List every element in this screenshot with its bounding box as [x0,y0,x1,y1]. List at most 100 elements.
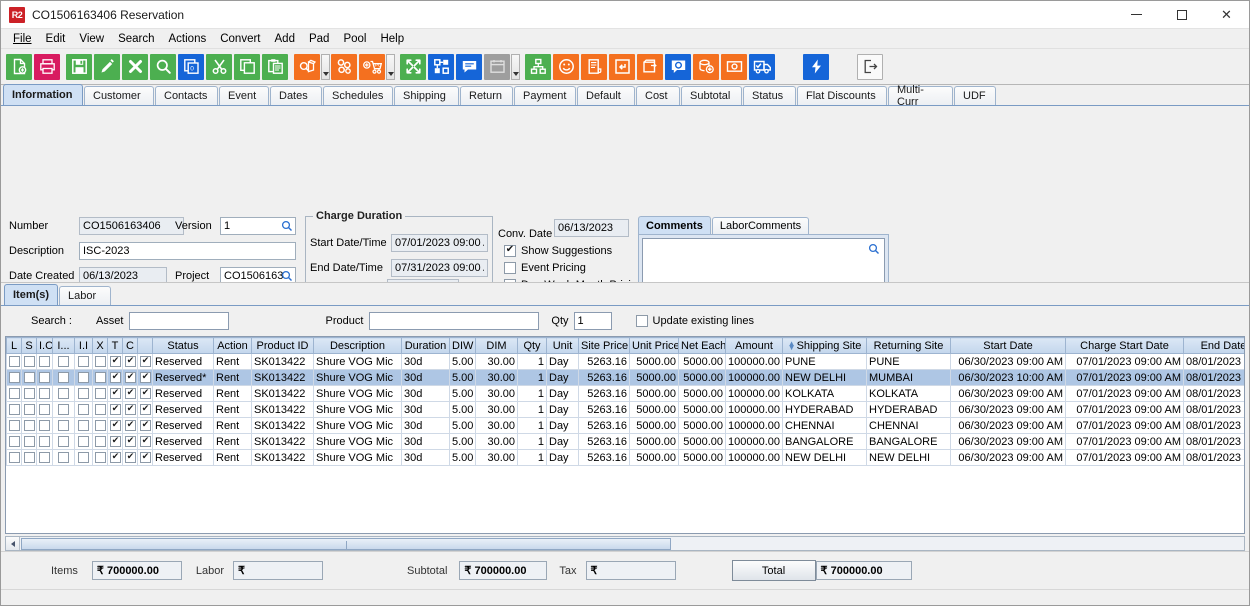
row-checkbox-cell-3[interactable] [52,449,75,466]
cell-shipping-site[interactable]: NEW DELHI [782,369,867,386]
structure-icon[interactable] [428,53,454,80]
cell-returning-site[interactable]: NEW DELHI [866,449,951,466]
cell-dim[interactable]: 30.00 [475,369,518,386]
cell-action[interactable]: Rent [213,401,252,418]
copy-icon[interactable] [234,53,260,80]
cell-net-each[interactable]: 5000.00 [678,417,726,434]
row-checkbox-cell-4[interactable] [74,353,93,370]
row-checkbox-cell-4[interactable] [74,401,93,418]
find-item-dropdown[interactable] [321,53,330,80]
cell-qty[interactable]: 1 [517,353,547,370]
cell-amount[interactable]: 100000.00 [725,385,783,402]
payment-icon[interactable] [693,53,719,80]
row-checkbox-cell-3[interactable] [52,385,75,402]
cell-net-each[interactable]: 5000.00 [678,353,726,370]
row-checkbox-cell-8[interactable] [137,401,153,418]
cell-amount[interactable]: 100000.00 [725,353,783,370]
row-checkbox-cell-4[interactable] [74,385,93,402]
start-datetime-field[interactable]: 07/01/2023 09:00 AM [391,234,488,252]
cell-dim[interactable]: 30.00 [475,385,518,402]
col-qty[interactable]: Qty [517,337,547,354]
components-icon[interactable] [331,53,357,80]
exit-icon[interactable] [857,53,883,80]
row-checkbox-cell-8[interactable] [137,433,153,450]
cell-action[interactable]: Rent [213,353,252,370]
return-icon[interactable] [609,53,635,80]
col-amount[interactable]: Amount [725,337,783,354]
cell-dim[interactable]: 30.00 [475,433,518,450]
version-search-icon[interactable] [281,220,293,232]
row-checkbox-cell-2[interactable] [36,385,53,402]
row-checkbox-cell-6[interactable] [107,401,123,418]
cell-product-id[interactable]: SK013422 [251,433,314,450]
tab-items[interactable]: Item(s) [4,284,58,305]
row-checkbox-cell-4[interactable] [74,433,93,450]
cell-returning-site[interactable]: BANGALORE [866,433,951,450]
col-net-each[interactable]: Net Each [678,337,726,354]
cell-start-date[interactable]: 06/30/2023 09:00 AM [950,417,1066,434]
col-description[interactable]: Description [313,337,402,354]
cell-product-id[interactable]: SK013422 [251,401,314,418]
find-item-icon[interactable] [294,53,320,80]
cell-unit[interactable]: Day [546,353,579,370]
update-existing-lines-checkbox[interactable]: Update existing lines [635,315,754,327]
cell-start-date[interactable]: 06/30/2023 09:00 AM [950,353,1066,370]
cell-site-price[interactable]: 5263.16 [578,433,630,450]
cell-unit[interactable]: Day [546,449,579,466]
cell-shipping-site[interactable]: KOLKATA [782,385,867,402]
cell-diw[interactable]: 5.00 [449,385,476,402]
tab-flat-discounts[interactable]: Flat Discounts [797,86,887,105]
horizontal-scrollbar[interactable] [5,536,1245,551]
cell-status[interactable]: Reserved [152,433,214,450]
cell-net-each[interactable]: 5000.00 [678,401,726,418]
col-l[interactable]: L [6,337,22,354]
description-field[interactable]: ISC-2023 [79,242,296,260]
row-checkbox-cell-3[interactable] [52,369,75,386]
col-start-date[interactable]: Start Date [950,337,1066,354]
cell-diw[interactable]: 5.00 [449,369,476,386]
tab-cost[interactable]: Cost [636,86,680,105]
cell-duration[interactable]: 30d [401,433,450,450]
col-status[interactable]: Status [152,337,214,354]
col-returning-site[interactable]: Returning Site [866,337,951,354]
calendar-dropdown[interactable] [511,53,520,80]
cell-charge-start-date[interactable]: 07/01/2023 09:00 AM [1065,449,1184,466]
tab-contacts[interactable]: Contacts [155,86,218,105]
cell-site-price[interactable]: 5263.16 [578,401,630,418]
cell-status[interactable]: Reserved* [152,369,214,386]
row-checkbox-cell-6[interactable] [107,353,123,370]
new-document-icon[interactable] [6,53,32,80]
col-c[interactable]: C [122,337,138,354]
col-site-price[interactable]: Site Price [578,337,630,354]
cell-unit-price[interactable]: 5000.00 [629,417,679,434]
row-checkbox-cell-7[interactable] [122,417,138,434]
cell-unit[interactable]: Day [546,369,579,386]
menu-help[interactable]: Help [380,32,405,45]
col-dim[interactable]: DIM [475,337,518,354]
cell-charge-start-date[interactable]: 07/01/2023 09:00 AM [1065,369,1184,386]
cell-amount[interactable]: 100000.00 [725,417,783,434]
tab-comments[interactable]: Comments [638,216,711,234]
cell-action[interactable]: Rent [213,385,252,402]
row-checkbox-cell-8[interactable] [137,417,153,434]
quote-list-icon[interactable] [581,53,607,80]
row-checkbox-cell-7[interactable] [122,433,138,450]
cell-diw[interactable]: 5.00 [449,353,476,370]
cell-end-date[interactable]: 08/01/2023 09:0 [1183,417,1244,434]
cell-qty[interactable]: 1 [517,385,547,402]
row-checkbox-cell-1[interactable] [21,401,37,418]
cell-start-date[interactable]: 06/30/2023 09:00 AM [950,401,1066,418]
row-checkbox-cell-2[interactable] [36,433,53,450]
cash-icon[interactable] [721,53,747,80]
col-charge-start-date[interactable]: Charge Start Date [1065,337,1184,354]
conv-date-field[interactable]: 06/13/2023 [554,219,629,237]
event-pricing-checkbox[interactable]: Event Pricing [504,262,586,274]
cell-product-id[interactable]: SK013422 [251,385,314,402]
cell-product-id[interactable]: SK013422 [251,417,314,434]
tab-information[interactable]: Information [3,84,83,105]
scroll-left-arrow[interactable] [6,537,20,550]
row-checkbox-cell-4[interactable] [74,369,93,386]
col-action[interactable]: Action [213,337,252,354]
row-checkbox-cell-8[interactable] [137,449,153,466]
